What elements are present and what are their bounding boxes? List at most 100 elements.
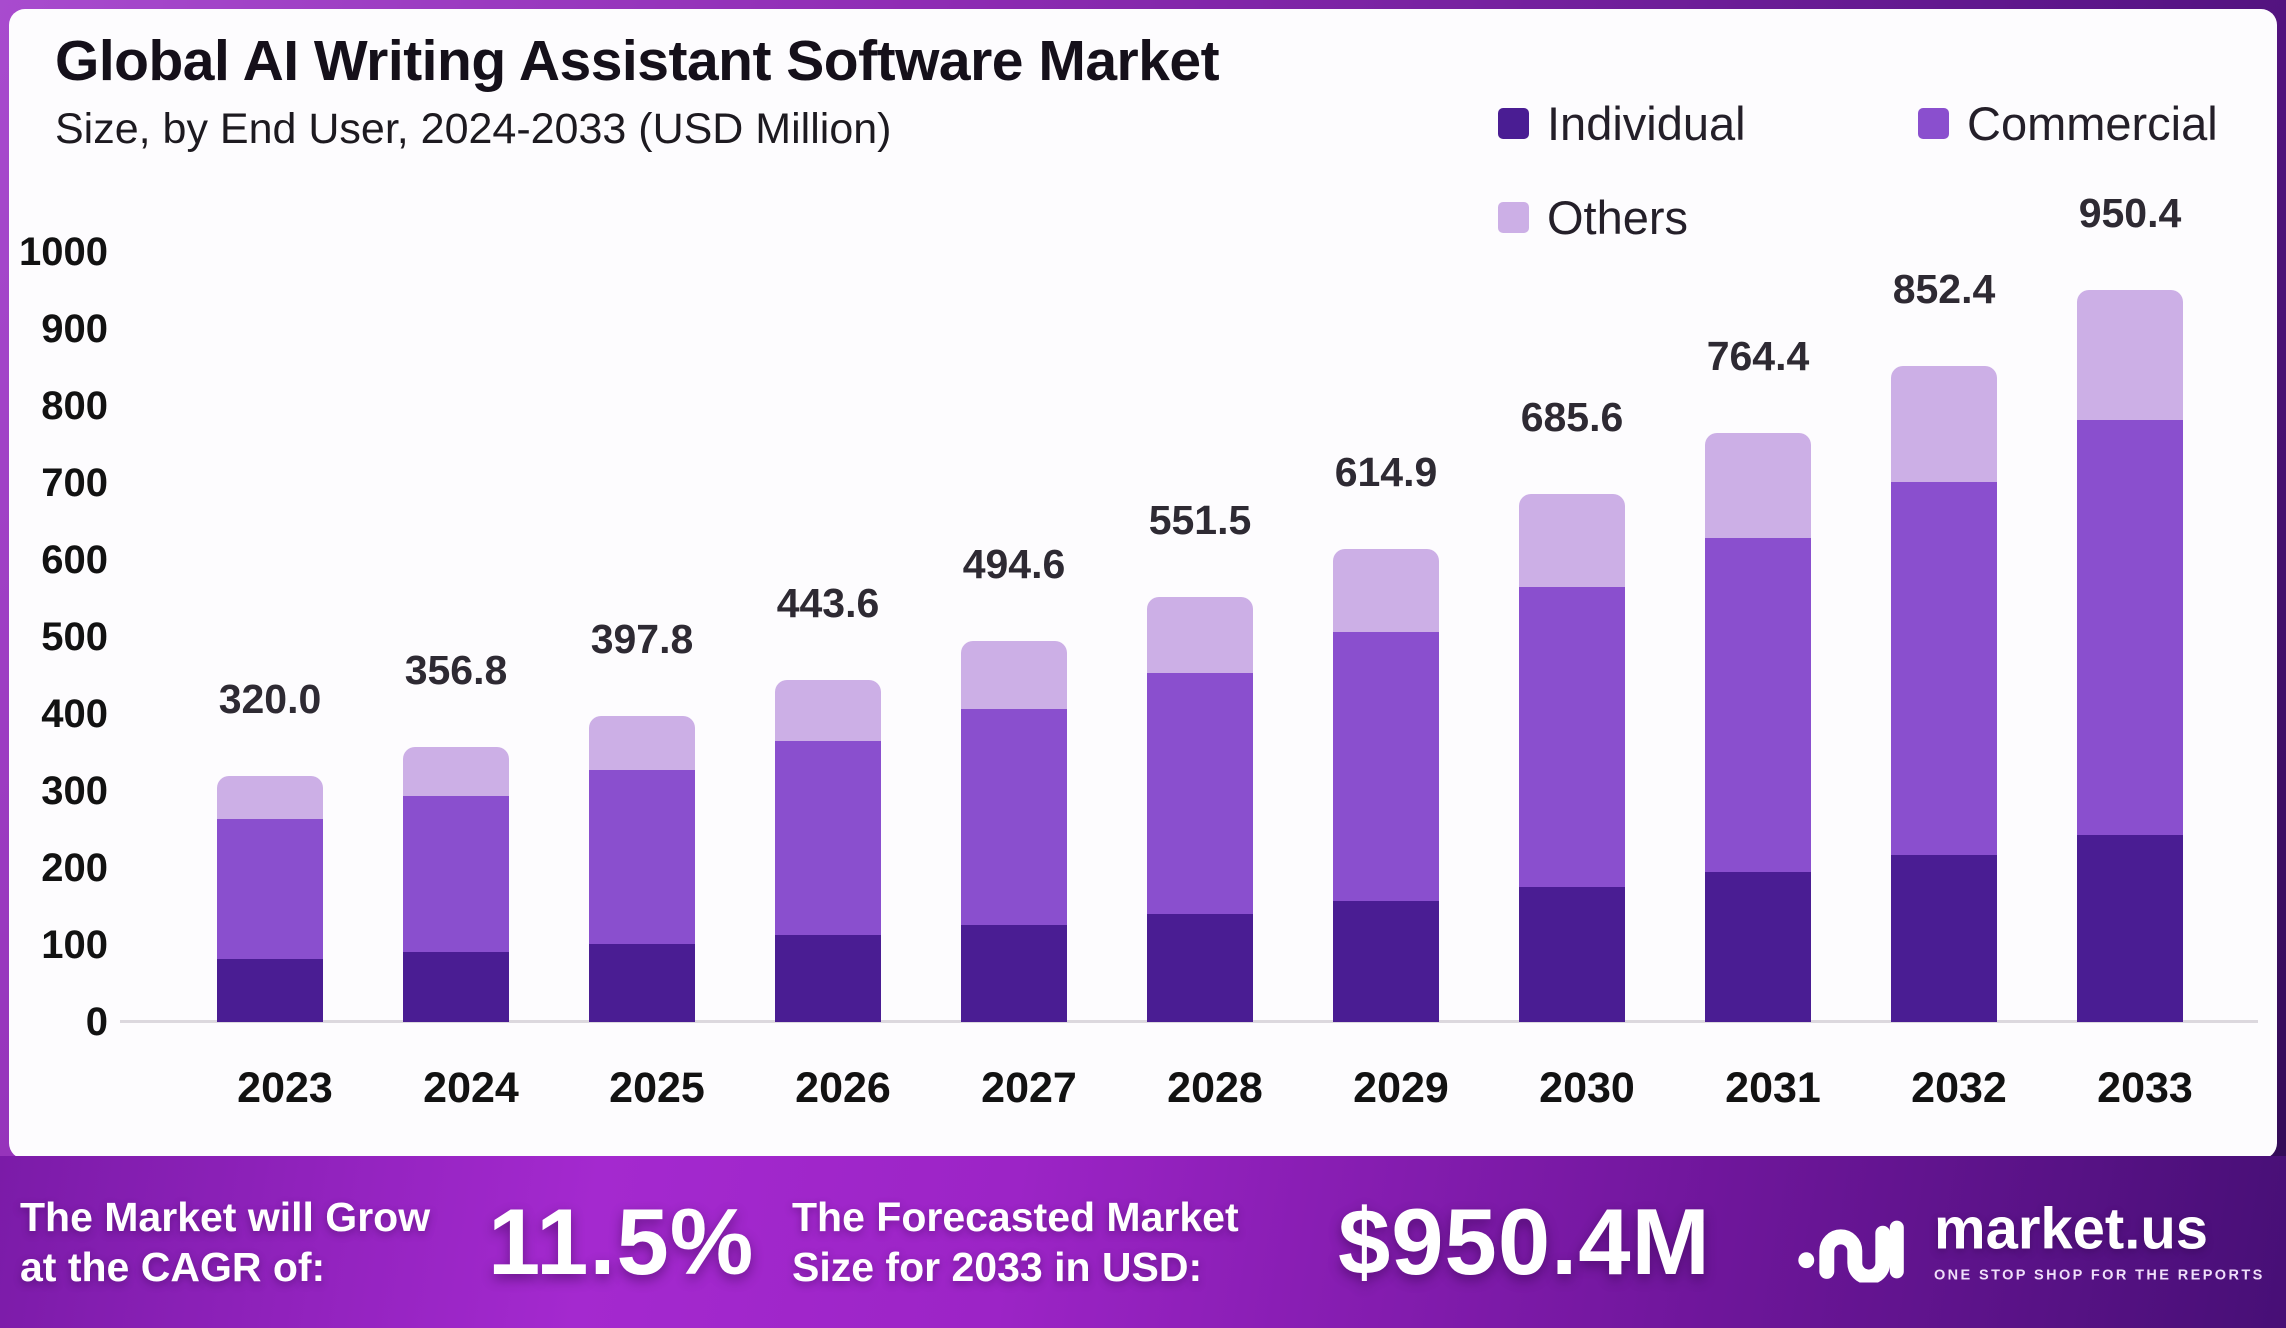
bar-total-label-2023: 320.0 — [218, 675, 322, 722]
legend-label: Commercial — [1967, 97, 2218, 150]
bar-segment-commercial-2026 — [775, 740, 881, 935]
bar-segment-others-2023 — [217, 775, 323, 820]
bar-segment-others-2026 — [775, 680, 881, 741]
x-axis-tick-label-2030: 2030 — [1539, 1064, 1635, 1112]
y-axis-tick-label: 500 — [41, 615, 108, 659]
individual-swatch-icon — [1498, 108, 1529, 139]
x-axis-tick-label-2032: 2032 — [1911, 1064, 2007, 1112]
legend-item-individual: Individual — [1498, 96, 1746, 151]
cagr-label: The Market will Grow at the CAGR of: — [20, 1192, 430, 1292]
bar-segment-commercial-2024 — [403, 795, 509, 952]
x-axis-tick-label-2033: 2033 — [2097, 1064, 2193, 1112]
x-axis-tick-label-2024: 2024 — [423, 1064, 519, 1112]
stacked-bar-2027 — [961, 641, 1067, 1022]
x-axis-tick-label-2027: 2027 — [981, 1064, 1077, 1112]
stacked-bar-2033 — [2077, 290, 2183, 1022]
bar-segment-commercial-2027 — [961, 708, 1067, 925]
bar-segment-commercial-2033 — [2077, 419, 2183, 836]
brand-logo: market.us ONE STOP SHOP FOR THE REPORTS — [1796, 1196, 2265, 1284]
y-axis-tick-label: 200 — [41, 846, 108, 890]
y-axis-tick-label: 700 — [41, 461, 108, 505]
y-axis-tick-label: 300 — [41, 769, 108, 813]
bar-total-label-2033: 950.4 — [2078, 190, 2182, 237]
bar-segment-others-2030 — [1519, 494, 1625, 588]
bar-segment-commercial-2023 — [217, 819, 323, 960]
y-axis-tick-label: 0 — [85, 1000, 108, 1044]
stacked-bar-2025 — [589, 715, 695, 1022]
stacked-bar-2028 — [1147, 597, 1253, 1022]
brand-text: market.us ONE STOP SHOP FOR THE REPORTS — [1934, 1196, 2265, 1284]
page-title: Global AI Writing Assistant Software Mar… — [55, 29, 1220, 93]
others-swatch-icon — [1498, 202, 1529, 233]
forecast-label-line1: The Forecasted Market — [792, 1193, 1239, 1240]
bar-total-label-2024: 356.8 — [404, 647, 508, 694]
legend-label: Others — [1547, 191, 1689, 244]
bar-segment-individual-2028 — [1147, 913, 1253, 1022]
brand-name: market.us — [1934, 1196, 2209, 1262]
bar-total-label-2025: 397.8 — [590, 615, 694, 662]
bar-segment-commercial-2031 — [1705, 537, 1811, 872]
bar-segment-individual-2025 — [589, 943, 695, 1022]
stacked-bar-2024 — [403, 747, 509, 1022]
bar-segment-individual-2024 — [403, 951, 509, 1022]
bar-segment-commercial-2025 — [589, 769, 695, 944]
forecast-label-line2: Size for 2033 in USD: — [792, 1244, 1203, 1290]
x-axis-tick-label-2025: 2025 — [609, 1064, 705, 1112]
stacked-bar-2032 — [1891, 365, 1997, 1022]
bar-segment-individual-2030 — [1519, 887, 1625, 1022]
bar-segment-individual-2032 — [1891, 854, 1997, 1022]
bar-segment-individual-2023 — [217, 959, 323, 1022]
bar-total-label-2030: 685.6 — [1520, 394, 1624, 441]
cagr-label-line2: at the CAGR of: — [20, 1244, 326, 1290]
bar-segment-individual-2029 — [1333, 901, 1439, 1022]
legend-item-others: Others — [1498, 190, 1688, 245]
x-axis-tick-label-2031: 2031 — [1725, 1064, 1821, 1112]
bar-total-label-2026: 443.6 — [776, 580, 880, 627]
y-axis-tick-label: 800 — [41, 384, 108, 428]
bar-segment-others-2032 — [1891, 365, 1997, 482]
bar-segment-others-2025 — [589, 715, 695, 770]
page-subtitle: Size, by End User, 2024-2033 (USD Millio… — [55, 105, 892, 153]
y-axis-tick-label: 400 — [41, 692, 108, 736]
legend-item-commercial: Commercial — [1918, 96, 2218, 151]
x-axis-tick-label-2029: 2029 — [1353, 1064, 1449, 1112]
cagr-label-line1: The Market will Grow — [20, 1193, 431, 1240]
cagr-value: 11.5% — [488, 1189, 755, 1294]
bar-segment-commercial-2029 — [1333, 632, 1439, 902]
y-axis-tick-label: 1000 — [19, 230, 108, 274]
bar-segment-others-2031 — [1705, 433, 1811, 538]
bar-segment-others-2028 — [1147, 597, 1253, 673]
bar-segment-individual-2027 — [961, 924, 1067, 1022]
stacked-bar-2023 — [217, 775, 323, 1022]
y-axis-tick-label: 900 — [41, 307, 108, 351]
y-axis-tick-label: 100 — [41, 923, 108, 967]
bar-segment-commercial-2028 — [1147, 672, 1253, 914]
x-axis-tick-label-2028: 2028 — [1167, 1064, 1263, 1112]
commercial-swatch-icon — [1918, 108, 1949, 139]
bar-total-label-2027: 494.6 — [962, 541, 1066, 588]
bar-segment-individual-2031 — [1705, 871, 1811, 1022]
stacked-bar-chart: 0 100 200 300 400 500 600 700 800 900 1000 320.0 202… — [19, 190, 2258, 1112]
marketus-logo-icon — [1798, 1220, 1904, 1282]
stacked-bar-2026 — [775, 680, 881, 1022]
bar-total-label-2031: 764.4 — [1706, 333, 1810, 380]
bar-segment-others-2033 — [2077, 290, 2183, 420]
stacked-bar-2030 — [1519, 494, 1625, 1022]
stacked-bar-2029 — [1333, 548, 1439, 1022]
stacked-bar-2031 — [1705, 433, 1811, 1022]
bar-segment-others-2024 — [403, 747, 509, 796]
forecast-label: The Forecasted Market Size for 2033 in U… — [792, 1192, 1239, 1292]
bar-total-label-2029: 614.9 — [1334, 448, 1438, 495]
bar-segment-commercial-2032 — [1891, 481, 1997, 855]
bar-segment-individual-2026 — [775, 934, 881, 1022]
footer-banner: The Market will Grow at the CAGR of: 11.… — [0, 1156, 2286, 1328]
forecast-value: $950.4M — [1338, 1189, 1711, 1294]
x-axis-tick-label-2026: 2026 — [795, 1064, 891, 1112]
legend-label: Individual — [1547, 97, 1746, 150]
bar-segment-individual-2033 — [2077, 835, 2183, 1022]
bar-segment-commercial-2030 — [1519, 587, 1625, 888]
bar-total-label-2032: 852.4 — [1892, 265, 1996, 312]
bar-segment-others-2029 — [1333, 548, 1439, 633]
bar-segment-others-2027 — [961, 641, 1067, 709]
